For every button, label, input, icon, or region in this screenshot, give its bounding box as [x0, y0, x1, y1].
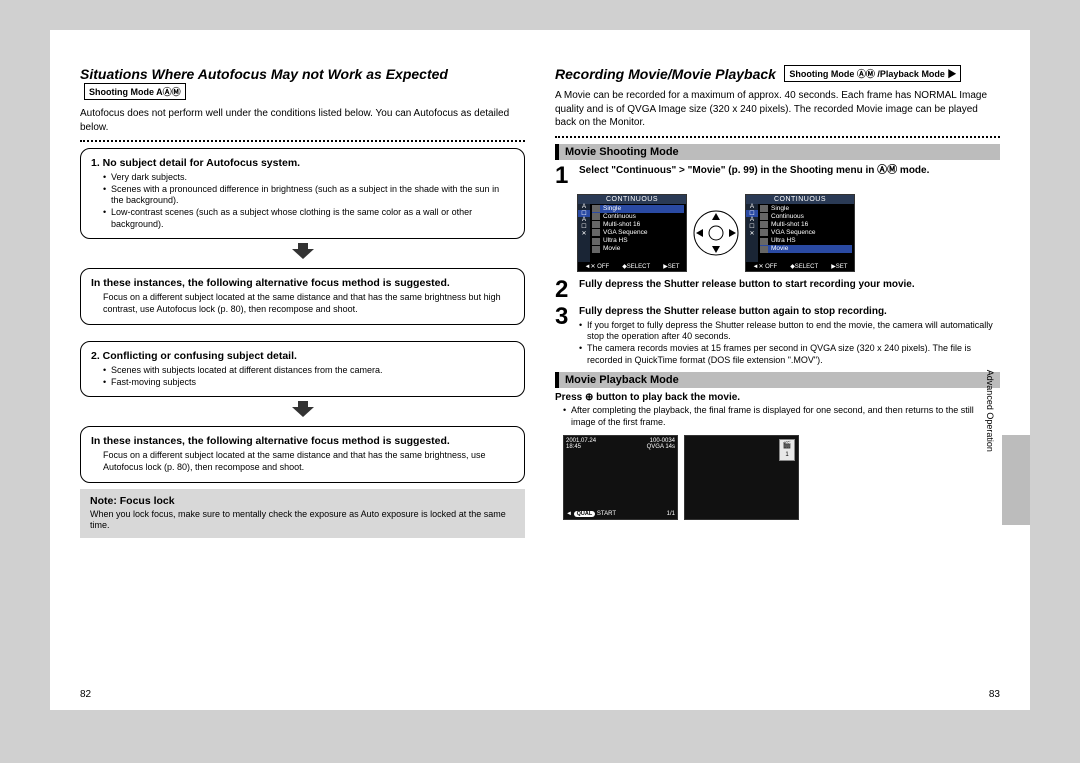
divider [555, 136, 1000, 138]
step-number: 3 [555, 305, 573, 367]
page-number-left: 82 [80, 689, 91, 700]
lcd-qual: ◄ QUAL START [566, 511, 616, 517]
right-title: Recording Movie/Movie Playback [555, 66, 776, 82]
playback-lcd-1: 2001.07.24 18:45 100-0034 QVGA 14s ◄ QUA… [563, 435, 678, 520]
box1-list: Very dark subjects. Scenes with a pronou… [91, 172, 514, 230]
movie-shooting-header: Movie Shooting Mode [555, 144, 1000, 160]
lcd-fileinfo: 100-0034 QVGA 14s [647, 438, 675, 450]
camera-lcd-2: CONTINUOUS A☐A☐✕ Single Continuous Multi… [745, 194, 855, 272]
step-number: 2 [555, 278, 573, 302]
list-item: If you forget to fully depress the Shutt… [579, 320, 1000, 343]
playback-instruction: Press ⊕ button to play back the movie. [555, 392, 1000, 403]
mode-badge-right: Shooting Mode ⒶⓂ /Playback Mode ▶ [784, 65, 961, 82]
side-tab [1002, 435, 1030, 525]
box3-list: Scenes with subjects located at differen… [91, 365, 514, 388]
lcd-date: 2001.07.24 18:45 [566, 438, 596, 450]
left-page: Situations Where Autofocus May not Work … [80, 65, 525, 690]
step2-text: Fully depress the Shutter release button… [579, 278, 1000, 291]
left-title-row: Situations Where Autofocus May not Work … [80, 65, 525, 101]
side-label: Advanced Operation [985, 369, 995, 451]
lcd-screenshots: CONTINUOUS A☐A☐✕ Single Continuous Multi… [577, 194, 1000, 272]
note-title: Note: Focus lock [90, 495, 515, 507]
lcd-count: 1/1 [667, 511, 675, 517]
list-item: Very dark subjects. [103, 172, 514, 184]
right-title-row: Recording Movie/Movie Playback Shooting … [555, 65, 1000, 83]
playback-lcd-2: 🎬1 [684, 435, 799, 520]
dpad-icon [693, 210, 739, 256]
step-2: 2 Fully depress the Shutter release butt… [555, 278, 1000, 302]
list-item: The camera records movies at 15 frames p… [579, 343, 1000, 366]
step-1: 1 Select "Continuous" > "Movie" (p. 99) … [555, 164, 1000, 188]
box2-title: In these instances, the following altern… [91, 277, 514, 289]
list-item: Scenes with subjects located at differen… [103, 365, 514, 377]
down-arrow-icon [80, 401, 525, 422]
list-item: Scenes with a pronounced difference in b… [103, 184, 514, 207]
list-item: Low-contrast scenes (such as a subject w… [103, 207, 514, 230]
box3-title: 2. Conflicting or confusing subject deta… [91, 350, 514, 362]
movie-icon: 🎬1 [779, 439, 795, 461]
step3-text: Fully depress the Shutter release button… [579, 305, 1000, 318]
movie-playback-header: Movie Playback Mode [555, 372, 1000, 388]
left-intro: Autofocus does not perform well under th… [80, 107, 525, 134]
box-alternative-1: In these instances, the following altern… [80, 268, 525, 324]
box4-title: In these instances, the following altern… [91, 435, 514, 447]
step1-text: Select "Continuous" > "Movie" (p. 99) in… [579, 164, 1000, 177]
box-no-subject-detail: 1. No subject detail for Autofocus syste… [80, 148, 525, 239]
right-page: Recording Movie/Movie Playback Shooting … [555, 65, 1000, 690]
step3-list: If you forget to fully depress the Shutt… [579, 320, 1000, 367]
step-3: 3 Fully depress the Shutter release butt… [555, 305, 1000, 367]
shooting-mode-badge: Shooting Mode AⒶⓂ [84, 83, 186, 100]
playback-screenshots: 2001.07.24 18:45 100-0034 QVGA 14s ◄ QUA… [563, 435, 1000, 520]
list-item: Fast-moving subjects [103, 377, 514, 389]
left-title: Situations Where Autofocus May not Work … [80, 66, 448, 82]
box2-text: Focus on a different subject located at … [91, 292, 514, 315]
divider [80, 140, 525, 142]
down-arrow-icon [80, 243, 525, 264]
lcd-header: CONTINUOUS [746, 195, 854, 204]
box1-title: 1. No subject detail for Autofocus syste… [91, 157, 514, 169]
note-text: When you lock focus, make sure to mental… [90, 509, 515, 532]
camera-lcd-1: CONTINUOUS A☐A☐✕ Single Continuous Multi… [577, 194, 687, 272]
playback-list: •After completing the playback, the fina… [555, 405, 1000, 428]
box-conflicting-detail: 2. Conflicting or confusing subject deta… [80, 341, 525, 397]
box4-text: Focus on a different subject located at … [91, 450, 514, 473]
note-focus-lock: Note: Focus lock When you lock focus, ma… [80, 489, 525, 538]
lcd-header: CONTINUOUS [578, 195, 686, 204]
right-intro: A Movie can be recorded for a maximum of… [555, 89, 1000, 130]
page-number-right: 83 [989, 689, 1000, 700]
step-number: 1 [555, 164, 573, 188]
box-alternative-2: In these instances, the following altern… [80, 426, 525, 482]
